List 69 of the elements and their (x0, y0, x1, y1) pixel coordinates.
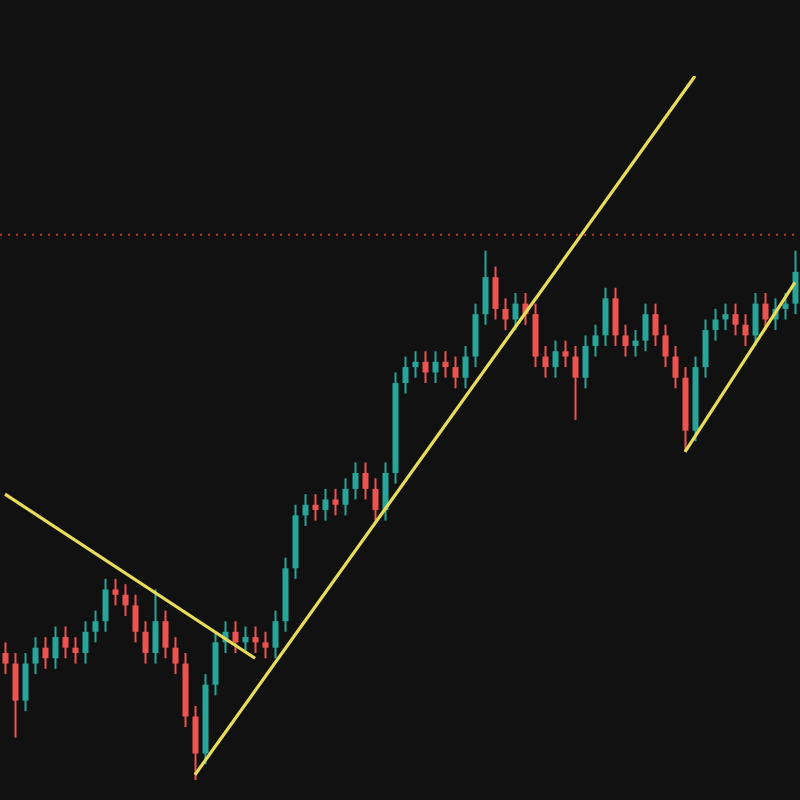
candlestick (42, 636, 49, 670)
candlestick (532, 302, 539, 369)
candlestick (782, 292, 789, 321)
candlestick (262, 630, 269, 660)
candlestick (562, 339, 569, 369)
candlestick (22, 651, 29, 713)
candlestick (762, 292, 769, 332)
candlestick (322, 487, 329, 522)
candlestick (332, 487, 339, 517)
candlestick (142, 620, 149, 665)
candlestick (582, 334, 589, 390)
candlestick (122, 583, 129, 617)
candlestick (652, 302, 659, 347)
candlestick (722, 302, 729, 332)
candlestick (212, 630, 219, 697)
candlestick (742, 313, 749, 347)
candlestick (712, 307, 719, 342)
candlestick (72, 636, 79, 665)
candlestick (12, 651, 19, 739)
candlestick (552, 339, 559, 379)
candlestick (32, 636, 39, 676)
candlestick (492, 265, 499, 321)
candlestick (442, 350, 449, 379)
candlestick (432, 350, 439, 385)
candlestick (612, 286, 619, 347)
candlestick (192, 704, 199, 780)
candlestick (272, 609, 279, 660)
candlestick (602, 286, 609, 347)
candlestick (642, 302, 649, 353)
candlestick (302, 493, 309, 527)
candlestick (232, 620, 239, 654)
candlestick (162, 609, 169, 660)
candlestick (62, 625, 69, 660)
candlestick (102, 577, 109, 633)
candlestick (312, 493, 319, 522)
candlestick (472, 302, 479, 369)
candlestick (342, 477, 349, 517)
candlestick (362, 461, 369, 501)
candlestick (732, 302, 739, 337)
candlestick (502, 297, 509, 332)
candlestick (632, 329, 639, 358)
candlestick (402, 355, 409, 395)
candlestick (52, 625, 59, 670)
candlestick (462, 344, 469, 390)
candlestick (352, 461, 359, 501)
candlestick (702, 318, 709, 379)
candlestick (482, 249, 489, 326)
candlestick (542, 344, 549, 379)
candlestick (572, 344, 579, 422)
candlestick (792, 249, 799, 316)
candlestick (112, 577, 119, 607)
candlestick (92, 609, 99, 644)
candlestick (252, 625, 259, 654)
candlestick (662, 323, 669, 369)
candlestick (132, 593, 139, 644)
candlestick (422, 350, 429, 385)
candlestick (172, 636, 179, 676)
candlestick (152, 588, 159, 665)
candlestick (622, 323, 629, 358)
candlestick (592, 323, 599, 358)
candlestick (242, 625, 249, 654)
candlestick (82, 620, 89, 665)
candlestick (452, 355, 459, 390)
candlestick (372, 477, 379, 522)
candlestick (2, 641, 9, 676)
candlestick (512, 292, 519, 332)
candlestick (672, 344, 679, 390)
candlestick (752, 292, 759, 347)
candlestick (412, 350, 419, 379)
